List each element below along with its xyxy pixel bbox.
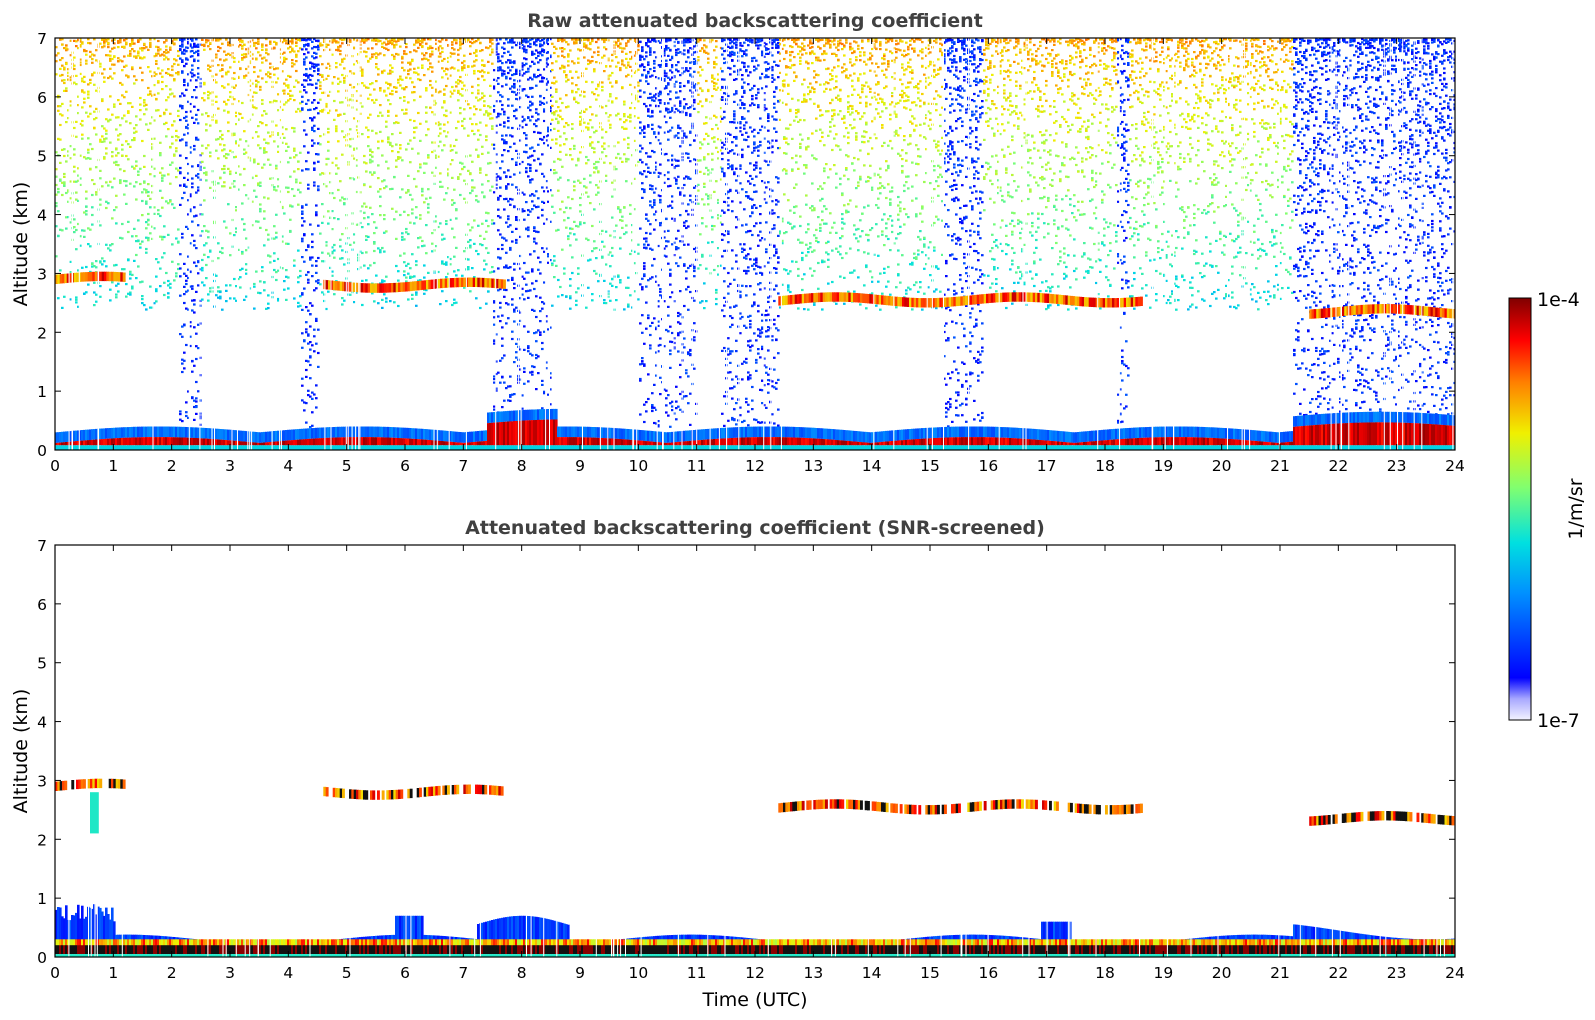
x-tick-label-bottom: 15 (920, 964, 940, 982)
top-axes: 0 1 2 3 4 5 6 7 8 9 10 11 12 13 14 15 16 17 18 19 20 21 22 23 24… (37, 30, 1465, 475)
top-y-axis-label: Altitude (km) (10, 182, 32, 307)
x-tick-label-top: 21 (1270, 457, 1290, 475)
x-tick-label-top: 10 (628, 457, 648, 475)
x-tick-label-bottom: 24 (1445, 964, 1465, 982)
x-tick-label-bottom: 21 (1270, 964, 1290, 982)
x-tick-label-top: 7 (458, 457, 468, 475)
y-tick-label-top: 3 (37, 265, 47, 283)
y-tick-label-bottom: 4 (37, 714, 47, 732)
x-tick-label-bottom: 16 (978, 964, 998, 982)
x-tick-label-top: 19 (1153, 457, 1173, 475)
x-tick-label-top: 1 (108, 457, 118, 475)
x-tick-label-top: 20 (1212, 457, 1232, 475)
x-tick-label-top: 5 (342, 457, 352, 475)
x-tick-label-top: 16 (978, 457, 998, 475)
x-tick-label-top: 14 (862, 457, 882, 475)
y-tick-label-bottom: 0 (37, 949, 47, 967)
colorbar-min-label: 1e-7 (1537, 710, 1580, 732)
x-tick-label-top: 23 (1387, 457, 1407, 475)
y-tick-label-top: 6 (37, 89, 47, 107)
x-tick-label-bottom: 4 (283, 964, 293, 982)
x-tick-label-top: 4 (283, 457, 293, 475)
x-tick-label-bottom: 9 (575, 964, 585, 982)
x-tick-label-top: 2 (167, 457, 177, 475)
y-tick-label-bottom: 3 (37, 772, 47, 790)
x-tick-label-bottom: 17 (1037, 964, 1057, 982)
x-tick-label-bottom: 14 (862, 964, 882, 982)
x-tick-label-bottom: 7 (458, 964, 468, 982)
x-tick-label-top: 11 (687, 457, 707, 475)
bottom-heatmap (55, 778, 1455, 957)
x-tick-label-bottom: 2 (167, 964, 177, 982)
x-tick-label-top: 6 (400, 457, 410, 475)
x-tick-label-bottom: 23 (1387, 964, 1407, 982)
y-tick-label-bottom: 6 (37, 596, 47, 614)
y-tick-label-top: 4 (37, 207, 47, 225)
x-tick-label-top: 18 (1095, 457, 1115, 475)
colorbar (1508, 297, 1532, 721)
x-tick-label-top: 13 (803, 457, 823, 475)
top-heatmap (55, 38, 1455, 450)
x-tick-label-bottom: 19 (1153, 964, 1173, 982)
bottom-y-axis-label: Altitude (km) (10, 689, 32, 814)
x-tick-label-top: 0 (50, 457, 60, 475)
x-tick-label-bottom: 22 (1328, 964, 1348, 982)
x-tick-label-bottom: 20 (1212, 964, 1232, 982)
y-tick-label-bottom: 5 (37, 655, 47, 673)
x-tick-label-top: 15 (920, 457, 940, 475)
x-tick-label-bottom: 0 (50, 964, 60, 982)
y-tick-label-bottom: 1 (37, 890, 47, 908)
bottom-panel-title: Attenuated backscattering coefficient (S… (465, 517, 1045, 539)
x-tick-label-top: 12 (745, 457, 765, 475)
x-tick-label-top: 3 (225, 457, 235, 475)
y-tick-label-bottom: 2 (37, 831, 47, 849)
x-tick-label-top: 22 (1328, 457, 1348, 475)
x-tick-label-bottom: 6 (400, 964, 410, 982)
colorbar-unit-label: 1/m/sr (1565, 478, 1587, 539)
x-tick-label-top: 9 (575, 457, 585, 475)
y-tick-label-top: 5 (37, 148, 47, 166)
x-tick-label-bottom: 11 (687, 964, 707, 982)
x-tick-label-top: 17 (1037, 457, 1057, 475)
y-tick-label-top: 7 (37, 30, 47, 48)
bottom-plot-frame (54, 544, 1456, 958)
bottom-axes: 0 1 2 3 4 5 6 7 8 9 10 11 12 13 14 15 16 17 18 19 20 21 22 23 24… (37, 537, 1465, 982)
x-tick-label-bottom: 5 (342, 964, 352, 982)
x-tick-label-bottom: 18 (1095, 964, 1115, 982)
x-axis-label: Time (UTC) (701, 989, 807, 1011)
x-tick-label-bottom: 10 (628, 964, 648, 982)
x-tick-label-bottom: 3 (225, 964, 235, 982)
top-plot-frame (54, 37, 1456, 451)
y-tick-label-bottom: 7 (37, 537, 47, 555)
top-panel-title: Raw attenuated backscattering coefficien… (527, 10, 983, 32)
x-tick-label-bottom: 13 (803, 964, 823, 982)
y-tick-label-top: 2 (37, 324, 47, 342)
y-tick-label-top: 0 (37, 442, 47, 460)
y-tick-label-top: 1 (37, 383, 47, 401)
x-tick-label-top: 8 (517, 457, 527, 475)
x-tick-label-bottom: 12 (745, 964, 765, 982)
x-tick-label-bottom: 1 (108, 964, 118, 982)
x-tick-label-bottom: 8 (517, 964, 527, 982)
colorbar-max-label: 1e-4 (1537, 289, 1580, 311)
x-tick-label-top: 24 (1445, 457, 1465, 475)
